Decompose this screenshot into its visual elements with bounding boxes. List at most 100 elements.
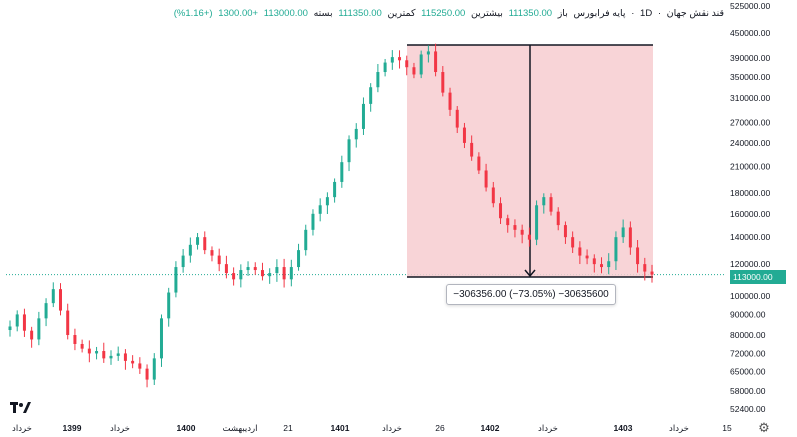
x-tick-label: 1400 (177, 423, 196, 433)
candle-body (95, 351, 99, 354)
symbol-legend: قند نقش جهان · 1D · پایه فرابورس باز 111… (173, 8, 724, 19)
x-tick-label: 1403 (614, 423, 633, 433)
candle-body (87, 348, 91, 354)
candle-body (477, 156, 481, 171)
candle-body (167, 292, 171, 319)
candle-body (527, 234, 531, 240)
candle-body (318, 205, 322, 214)
candle-body (196, 237, 200, 245)
y-tick-label: 120000.00 (730, 259, 770, 269)
low-label: کمترین (387, 8, 416, 19)
candle-body (390, 57, 394, 63)
y-tick-label: 310000.00 (730, 93, 770, 103)
candle-body (159, 318, 163, 359)
candle-body (289, 267, 293, 280)
y-tick-label: 90000.00 (730, 309, 766, 319)
candle-body (260, 270, 264, 277)
candle-body (181, 255, 185, 268)
measure-readout: −306356.00 (−73.05%) −30635600 (446, 284, 616, 305)
candle-body (643, 264, 647, 272)
candle-body (232, 273, 236, 280)
candle-body (563, 225, 567, 238)
candle-body (506, 218, 510, 226)
candle-body (109, 355, 113, 359)
interval-label[interactable]: 1D (640, 8, 653, 19)
x-tick-label: خرداد (538, 423, 558, 433)
candle-body (398, 57, 402, 61)
candle-body (297, 250, 301, 268)
y-tick-label: 210000.00 (730, 161, 770, 171)
y-tick-label: 180000.00 (730, 188, 770, 198)
low-value: 111350.00 (338, 8, 382, 19)
x-tick-label: 1401 (331, 423, 350, 433)
x-tick-label: خرداد (669, 423, 689, 433)
candle-body (600, 264, 604, 268)
candle-body (462, 127, 466, 143)
y-tick-label: 450000.00 (730, 28, 770, 38)
candle-body (174, 267, 178, 293)
y-tick-label: 525000.00 (730, 1, 770, 11)
x-tick-label: اردیبهشت (222, 423, 257, 433)
candle-body (535, 205, 539, 240)
candle-body (419, 54, 423, 75)
candle-body (513, 225, 517, 230)
candle-body (22, 314, 26, 331)
gear-icon[interactable]: ⚙ (758, 420, 770, 435)
candle-body (592, 258, 596, 265)
candle-body (333, 181, 337, 198)
candle-body (37, 318, 41, 340)
candle-body (325, 197, 329, 206)
candle-body (145, 368, 149, 380)
candle-body (188, 244, 192, 256)
candle-body (268, 273, 272, 277)
candle-body (340, 162, 344, 182)
measure-arrow-head (524, 269, 536, 278)
candle-body (441, 72, 445, 93)
candle-body (578, 247, 582, 256)
y-tick-label: 390000.00 (730, 53, 770, 63)
y-tick-label: 100000.00 (730, 291, 770, 301)
y-tick-label: 65000.00 (730, 366, 766, 376)
candle-body (383, 62, 387, 73)
symbol-name[interactable]: قند نقش جهان (666, 8, 724, 19)
candle-body (131, 360, 135, 364)
candle-body (369, 87, 373, 104)
candle-body (80, 343, 84, 349)
candle-body (470, 142, 474, 157)
change-value: +1300.00 (218, 8, 259, 19)
candle-body (239, 270, 243, 280)
candle-body (66, 310, 70, 336)
x-tick-label: 21 (283, 423, 293, 433)
candle-body (549, 197, 553, 212)
high-value: 115250.00 (421, 8, 466, 19)
candle-body (275, 267, 279, 274)
candle-body (102, 351, 106, 359)
y-tick-label: 350000.00 (730, 72, 770, 82)
x-tick-label: 1402 (481, 423, 500, 433)
candle-body (621, 227, 625, 238)
y-tick-label: 160000.00 (730, 209, 770, 219)
candle-body (484, 170, 488, 188)
open-value: 111350.00 (508, 8, 553, 19)
candle-body (650, 271, 654, 275)
candle-body (203, 237, 207, 251)
candle-body (138, 363, 142, 369)
close-value: 113000.00 (263, 8, 308, 19)
candle-body (614, 237, 618, 262)
y-tick-label: 52400.00 (730, 404, 766, 414)
price-axis: 525000.00 450000.00 390000.00 350000.00 3100… (730, 1, 770, 414)
candle-body (455, 109, 459, 128)
candle-body (253, 267, 257, 271)
y-tick-label: 240000.00 (730, 138, 770, 148)
candle-body (354, 128, 358, 140)
candle-body (628, 227, 632, 248)
candle-body (542, 197, 546, 206)
y-tick-label: 80000.00 (730, 330, 766, 340)
candle-body (58, 289, 62, 311)
candle-body (636, 247, 640, 265)
x-tick-label: 15 (722, 423, 732, 433)
candle-body (585, 255, 589, 259)
tradingview-logo-icon[interactable] (10, 401, 32, 415)
